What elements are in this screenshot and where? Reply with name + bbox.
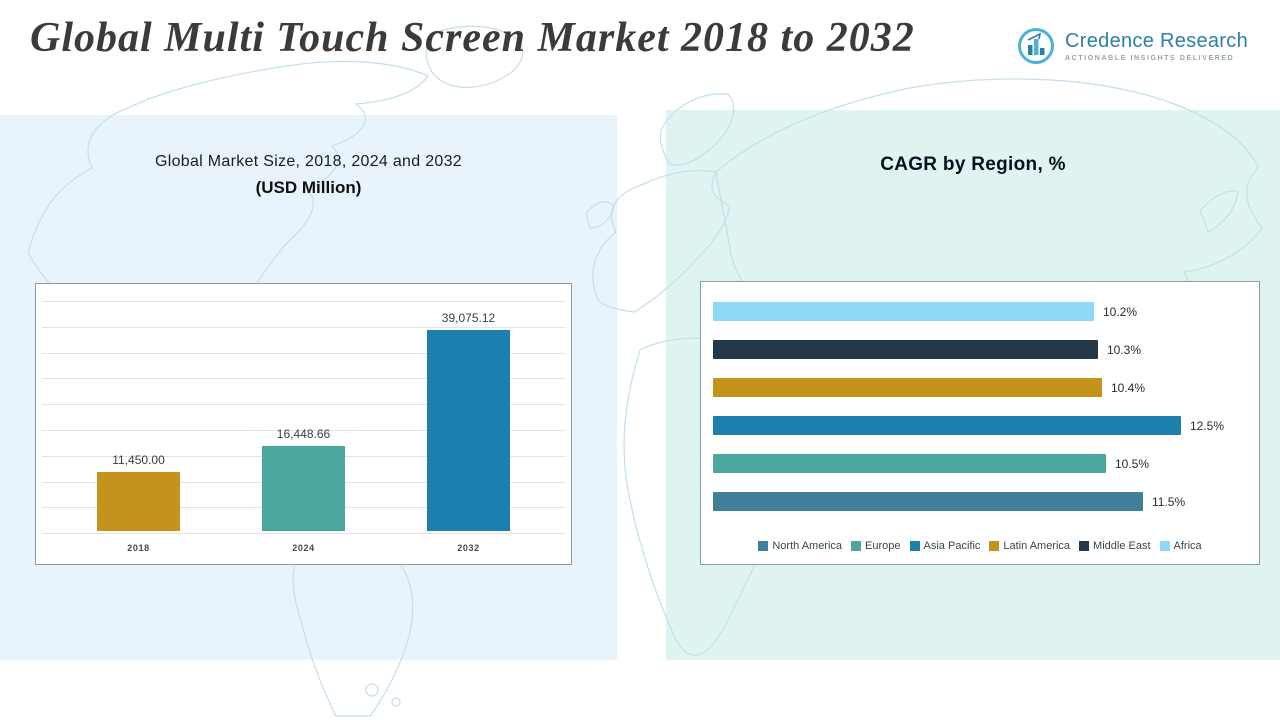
cagr-value-label: 10.4% — [1111, 380, 1146, 395]
legend-swatch-icon — [758, 541, 769, 551]
x-axis-label: 2024 — [292, 542, 315, 553]
market-size-bar-2032[interactable] — [427, 330, 510, 531]
bar-value-label: 39,075.12 — [441, 311, 496, 325]
cagr-bar-middle-east[interactable] — [713, 340, 1098, 359]
legend-swatch-icon — [851, 541, 862, 551]
legend-swatch-icon — [1159, 541, 1170, 551]
legend-item-africa: Africa — [1159, 540, 1202, 552]
cagr-value-label: 10.5% — [1115, 456, 1150, 471]
legend: North America Europe Asia Pacific Latin Ame… — [701, 540, 1259, 552]
left-chart-title: Global Market Size, 2018, 2024 and 2032 — [154, 153, 462, 170]
cagr-bar-asia-pacific[interactable] — [713, 416, 1181, 435]
market-size-panel: Global Market Size, 2018, 2024 and 2032 … — [0, 115, 617, 660]
legend-label: Africa — [1173, 540, 1202, 552]
legend-item-asia-pacific: Asia Pacific — [909, 540, 981, 552]
left-chart-subtitle: (USD Million) — [255, 178, 362, 197]
cagr-bar-latin-america[interactable] — [713, 378, 1102, 397]
logo-text-wrap: Credence Research Actionable Insights De… — [1065, 30, 1248, 62]
legend-label: Latin America — [1003, 540, 1071, 552]
legend-swatch-icon — [1079, 541, 1090, 551]
cagr-value-label: 12.5% — [1190, 418, 1225, 433]
cagr-bar-series: 10.2% 10.3% 10.4% 12.5% 10.5% 11.5% — [713, 302, 1253, 530]
cagr-row-asia-pacific: 12.5% — [713, 416, 1253, 435]
legend-label: Asia Pacific — [923, 540, 981, 552]
legend-item-north-america: North America — [758, 540, 842, 552]
market-size-bar-2018[interactable] — [97, 472, 180, 531]
cagr-bar-north-america[interactable] — [713, 492, 1143, 511]
page-title: Global Multi Touch Screen Market 2018 to… — [30, 15, 915, 61]
legend-swatch-icon — [909, 541, 920, 551]
market-size-bar-2024[interactable] — [262, 446, 345, 531]
logo-name: Credence Research — [1065, 30, 1248, 52]
x-axis-label: 2018 — [127, 542, 150, 553]
cagr-panel: CAGR by Region, % 10.2% 10.3% 10.4% 12.5% 10… — [666, 110, 1280, 660]
bar-column-2024: 16,448.66 2024 — [221, 284, 386, 564]
cagr-row-latin-america: 10.4% — [713, 378, 1253, 397]
legend-item-europe: Europe — [851, 540, 901, 552]
market-size-chart: 11,450.00 2018 16,448.66 2024 39,075.12 2032 — [35, 283, 572, 565]
cagr-row-africa: 10.2% — [713, 302, 1253, 321]
cagr-row-north-america: 11.5% — [713, 492, 1253, 511]
bar-series: 11,450.00 2018 16,448.66 2024 39,075.12 2032 — [36, 284, 571, 564]
cagr-bar-europe[interactable] — [713, 454, 1106, 473]
legend-item-latin-america: Latin America — [989, 540, 1070, 552]
bar-value-label: 16,448.66 — [276, 427, 331, 441]
legend-label: North America — [772, 540, 843, 552]
legend-item-middle-east: Middle East — [1079, 540, 1151, 552]
bar-column-2032: 39,075.12 2032 — [386, 284, 551, 564]
right-chart-title: CAGR by Region, % — [880, 154, 1066, 175]
bar-value-label: 11,450.00 — [112, 453, 165, 467]
bar-chart-growth-icon — [1018, 28, 1055, 64]
cagr-value-label: 10.2% — [1103, 304, 1138, 319]
cagr-value-label: 10.3% — [1107, 342, 1142, 357]
gridline — [42, 533, 565, 535]
brand-logo: Credence Research Actionable Insights De… — [1016, 26, 1248, 66]
logo-tagline: Actionable Insights Delivered — [1065, 55, 1235, 62]
legend-swatch-icon — [989, 541, 1000, 551]
cagr-row-middle-east: 10.3% — [713, 340, 1253, 359]
cagr-value-label: 11.5% — [1152, 494, 1186, 509]
cagr-bar-africa[interactable] — [713, 302, 1094, 321]
x-axis-label: 2032 — [457, 542, 480, 553]
cagr-chart: 10.2% 10.3% 10.4% 12.5% 10.5% 11.5% North Amer… — [700, 281, 1260, 565]
legend-label: Europe — [865, 540, 901, 552]
bar-column-2018: 11,450.00 2018 — [56, 284, 221, 564]
cagr-row-europe: 10.5% — [713, 454, 1253, 473]
legend-label: Middle East — [1093, 540, 1151, 552]
